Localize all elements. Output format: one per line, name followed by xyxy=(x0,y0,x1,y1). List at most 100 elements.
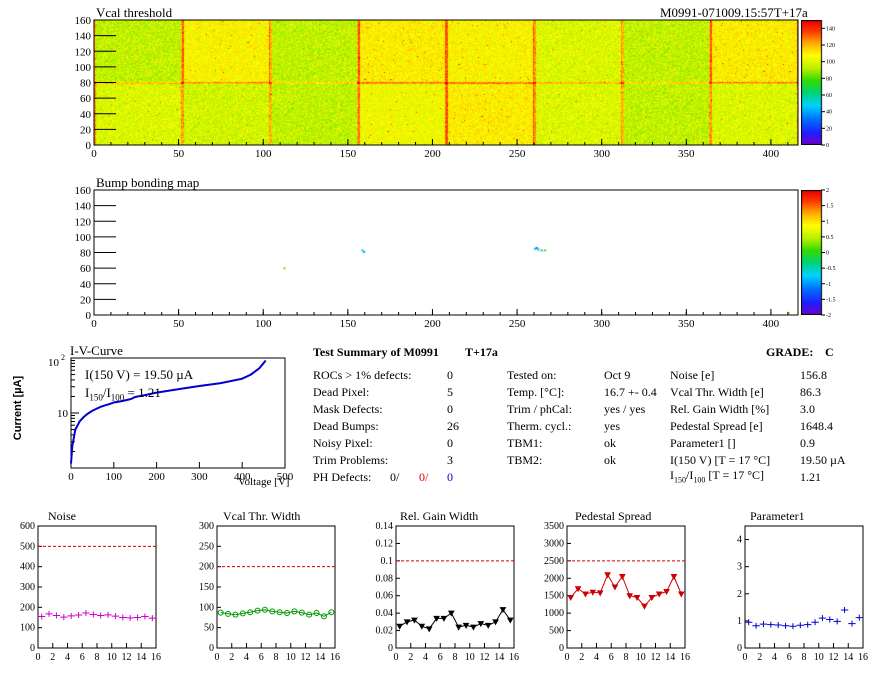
roc-x-tick-label: 0 xyxy=(394,652,399,663)
ratio-suffix: [T = 17 °C] xyxy=(705,468,765,482)
roc-point xyxy=(298,609,305,616)
summary-mid-value-4: ok xyxy=(604,436,616,450)
roc-x-tick-label: 16 xyxy=(680,652,690,663)
summary-mid-label-2: Trim / phCal: xyxy=(507,402,572,416)
roc-point xyxy=(52,612,61,619)
roc-point xyxy=(225,610,232,617)
roc-point xyxy=(291,608,298,615)
roc-y-tick-label: 0.14 xyxy=(376,521,394,532)
iv-xlabel: Voltage [V] xyxy=(238,476,290,488)
map-y-tick-label: 100 xyxy=(75,62,92,74)
summary-right-value-5: 19.50 µA xyxy=(800,453,846,467)
roc-x-tick-label: 12 xyxy=(480,652,490,663)
map-x-tick-label: 300 xyxy=(593,318,610,330)
roc-y-tick-label: 500 xyxy=(549,626,564,637)
roc-point xyxy=(759,621,768,628)
roc-point xyxy=(276,609,283,616)
ratio-sub1: 150 xyxy=(674,475,686,485)
roc-x-tick-label: 12 xyxy=(122,652,132,663)
roc-point xyxy=(82,610,90,617)
roc-point xyxy=(45,610,53,617)
summary-mid-value-1: 16.7 +- 0.4 xyxy=(604,385,657,399)
roc-point xyxy=(840,607,849,614)
ph-defects-value-1: 0/ xyxy=(390,470,400,484)
roc-x-tick-label: 2 xyxy=(50,652,55,663)
summary-right-label-4: Parameter1 [] xyxy=(670,436,736,450)
roc-x-tick-label: 14 xyxy=(315,652,325,663)
vcal-threshold-axes: 0 50 100 150 200 250 300 350 400 0 20 40 60 80 100 120 1… xyxy=(75,15,799,160)
iv-x-tick-label: 400 xyxy=(234,471,251,483)
iv-x-tick-label: 300 xyxy=(191,471,208,483)
roc-x-tick-label: 10 xyxy=(465,652,475,663)
summary-right-label-5: I(150 V) [T = 17 °C] xyxy=(670,453,771,467)
map-y-tick-label: 120 xyxy=(75,46,92,58)
ph-defects-label: PH Defects: xyxy=(313,470,372,484)
summary-left-value-3: 26 xyxy=(447,419,459,433)
map-y-tick-label: 80 xyxy=(80,248,92,260)
roc-series-line xyxy=(570,573,682,607)
map-x-tick-label: 0 xyxy=(91,318,97,330)
roc-y-tick-label: 3 xyxy=(737,562,742,573)
roc-point xyxy=(447,610,455,617)
ph-defects-value-3: 0 xyxy=(447,470,453,484)
roc-point xyxy=(38,613,46,620)
palette-tick-label: -1.5 xyxy=(826,297,836,303)
map-x-tick-label: 200 xyxy=(424,148,441,160)
map-y-tick-label: 100 xyxy=(75,232,92,244)
roc-point xyxy=(239,610,246,617)
roc-y-tick-label: 0.12 xyxy=(376,538,394,549)
summary-left-label-3: Dead Bumps: xyxy=(313,419,379,433)
roc-y-tick-label: 50 xyxy=(204,623,214,634)
roc-x-tick-label: 0 xyxy=(36,652,41,663)
vcal-threshold-palette-axis: 0 20 40 60 80 100 120 140 xyxy=(821,26,835,149)
roc-point xyxy=(306,611,313,618)
summary-mid-label-3: Therm. cycl.: xyxy=(507,419,572,433)
palette-tick-label: 0.5 xyxy=(826,235,834,241)
roc-point xyxy=(403,619,411,626)
roc-y-tick-label: 0.04 xyxy=(376,608,394,619)
roc-point xyxy=(269,608,276,615)
map-x-tick-label: 100 xyxy=(255,148,272,160)
roc-point xyxy=(470,624,477,631)
roc-point xyxy=(774,621,782,628)
palette-tick-label: 1.5 xyxy=(826,204,834,210)
summary-left-label-2: Mask Defects: xyxy=(313,402,383,416)
summary-right-value-1: 86.3 xyxy=(800,385,821,399)
summary-right-value-2: 3.0 xyxy=(800,402,815,416)
roc-point xyxy=(313,610,320,617)
roc-point xyxy=(655,591,663,598)
map-y-tick-label: 60 xyxy=(80,93,92,105)
summary-mid-value-2: yes / yes xyxy=(604,402,646,416)
map-y-tick-label: 160 xyxy=(75,15,92,27)
roc-point xyxy=(626,593,634,600)
roc-point xyxy=(89,611,97,618)
iv-y-tick-exponent: 2 xyxy=(61,353,65,362)
map-y-tick-label: 40 xyxy=(80,109,92,121)
roc-point xyxy=(818,615,827,622)
roc-x-tick-label: 14 xyxy=(843,652,853,663)
roc-point xyxy=(752,622,760,629)
roc-y-tick-label: 400 xyxy=(20,562,35,573)
roc-x-tick-label: 16 xyxy=(330,652,340,663)
summary-left-label-1: Dead Pixel: xyxy=(313,385,370,399)
summary-mid-label-4: TBM1: xyxy=(507,436,543,450)
roc-summary-plots: Noise 0 2 4 6 8 10 12 14 16 0 100 200 300 400 500 600 Vca… xyxy=(0,505,896,672)
roc-x-tick-label: 8 xyxy=(802,652,807,663)
roc-series-line xyxy=(399,608,511,630)
grade-value: C xyxy=(825,345,834,359)
roc-point xyxy=(418,623,426,630)
palette-tick-label: 80 xyxy=(826,76,832,82)
roc-x-tick-label: 8 xyxy=(274,652,279,663)
ratio-sub2: 100 xyxy=(693,475,706,485)
roc-y-tick-label: 0 xyxy=(30,643,35,654)
roc-x-tick-label: 10 xyxy=(814,652,824,663)
roc-x-tick-label: 4 xyxy=(772,652,777,663)
module-id-label: M0991-071009.15:57T+17a xyxy=(660,5,808,20)
roc-point xyxy=(477,621,485,628)
roc-point xyxy=(396,623,404,630)
iv-ratio-value: = 1.21 xyxy=(124,385,161,400)
roc-y-tick-label: 0.1 xyxy=(381,556,394,567)
